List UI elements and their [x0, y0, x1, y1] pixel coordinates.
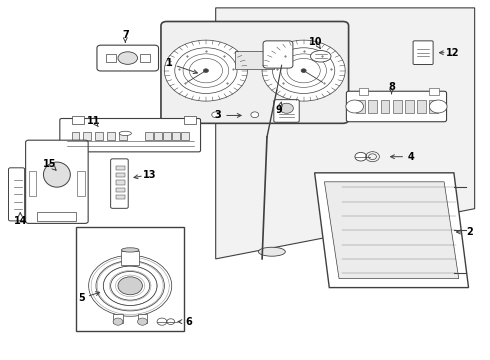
FancyBboxPatch shape	[97, 45, 159, 71]
Bar	[77, 171, 85, 196]
Bar	[116, 173, 125, 177]
Bar	[154, 132, 162, 140]
Circle shape	[113, 318, 123, 325]
Bar	[235, 51, 274, 69]
Circle shape	[429, 100, 447, 113]
Circle shape	[118, 277, 143, 295]
Circle shape	[175, 48, 237, 94]
Polygon shape	[216, 8, 475, 259]
Bar	[106, 54, 116, 62]
Bar	[184, 116, 196, 123]
Text: 12: 12	[446, 48, 460, 58]
Bar	[172, 132, 180, 140]
Text: 8: 8	[388, 82, 395, 92]
Bar	[116, 195, 125, 199]
Ellipse shape	[44, 162, 71, 187]
Bar	[429, 88, 439, 95]
Text: 11: 11	[87, 116, 100, 126]
Ellipse shape	[311, 50, 331, 62]
Bar	[181, 132, 189, 140]
Polygon shape	[324, 182, 459, 279]
FancyBboxPatch shape	[60, 118, 200, 152]
Circle shape	[157, 318, 167, 325]
Text: 2: 2	[466, 227, 473, 237]
Circle shape	[251, 112, 259, 118]
Circle shape	[280, 103, 294, 113]
Text: 6: 6	[185, 317, 192, 327]
FancyBboxPatch shape	[413, 41, 433, 64]
Bar	[96, 132, 103, 140]
Bar	[138, 315, 147, 323]
Circle shape	[262, 40, 345, 101]
Bar	[368, 100, 377, 113]
FancyBboxPatch shape	[8, 168, 24, 221]
Circle shape	[290, 112, 298, 118]
Text: 15: 15	[43, 159, 56, 169]
FancyBboxPatch shape	[161, 22, 348, 123]
FancyBboxPatch shape	[263, 41, 293, 68]
Bar	[76, 226, 184, 330]
Circle shape	[346, 100, 364, 113]
FancyBboxPatch shape	[25, 140, 88, 224]
Circle shape	[164, 40, 247, 101]
Bar	[119, 132, 127, 140]
Bar	[417, 100, 426, 113]
Circle shape	[301, 69, 306, 72]
Circle shape	[272, 48, 335, 94]
Bar	[163, 132, 171, 140]
Text: 7: 7	[122, 30, 129, 40]
Polygon shape	[315, 173, 468, 288]
Bar	[359, 88, 368, 95]
Text: 10: 10	[309, 37, 322, 47]
Text: 4: 4	[408, 152, 415, 162]
Bar	[356, 100, 365, 113]
Bar	[393, 100, 402, 113]
Ellipse shape	[119, 131, 131, 135]
Text: 14: 14	[14, 216, 27, 226]
Bar	[116, 180, 125, 185]
Ellipse shape	[118, 52, 138, 64]
Circle shape	[355, 152, 367, 161]
FancyBboxPatch shape	[346, 91, 446, 122]
Bar	[381, 100, 390, 113]
Bar	[429, 100, 438, 113]
Circle shape	[138, 318, 147, 325]
Ellipse shape	[122, 248, 139, 252]
Text: 1: 1	[166, 58, 172, 68]
Bar	[116, 188, 125, 192]
Bar	[140, 54, 150, 62]
Text: 5: 5	[78, 293, 85, 303]
Bar	[122, 251, 139, 265]
Bar	[72, 132, 79, 140]
Text: 3: 3	[215, 111, 221, 121]
Bar	[116, 166, 125, 170]
Bar	[113, 315, 123, 323]
Circle shape	[203, 69, 208, 72]
Bar	[107, 132, 115, 140]
FancyBboxPatch shape	[111, 159, 128, 208]
Text: 9: 9	[276, 105, 283, 115]
Bar	[145, 132, 153, 140]
Bar	[83, 132, 91, 140]
Circle shape	[212, 112, 220, 118]
Text: 13: 13	[143, 170, 156, 180]
Bar	[405, 100, 414, 113]
Ellipse shape	[258, 247, 285, 256]
Bar	[28, 171, 36, 196]
Bar	[72, 116, 84, 123]
Bar	[37, 212, 76, 221]
FancyBboxPatch shape	[274, 100, 299, 122]
